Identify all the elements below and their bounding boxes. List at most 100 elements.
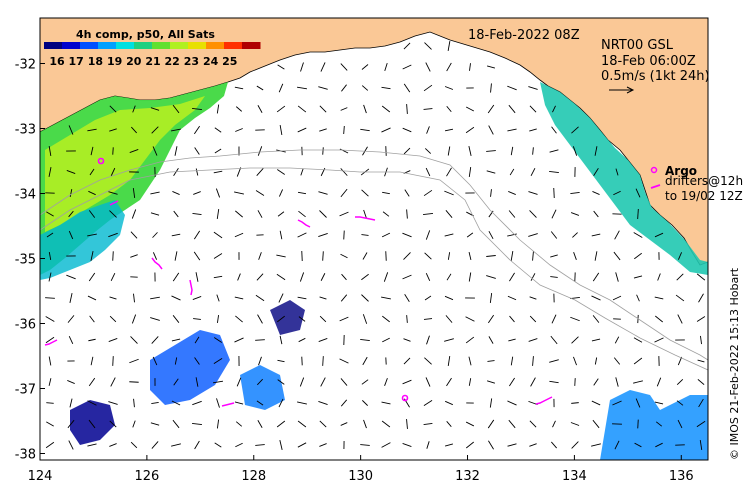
current-vector [468, 146, 472, 156]
legend-color-swatch [206, 42, 225, 49]
sst-patch-south-east [600, 390, 708, 460]
current-vector [48, 272, 52, 282]
current-vector [216, 294, 220, 302]
current-vector [382, 211, 390, 217]
current-vector [490, 189, 492, 197]
drifter-track [355, 216, 376, 221]
drifter-track [151, 257, 163, 270]
current-vector [593, 378, 599, 386]
current-vector [279, 440, 283, 450]
land-australia [40, 18, 708, 266]
current-vector [382, 315, 390, 323]
current-vector [444, 295, 454, 301]
current-vector [45, 297, 55, 299]
current-vector [465, 441, 475, 449]
current-vector [216, 314, 220, 324]
current-vector [446, 377, 452, 387]
legend-color-swatch [134, 42, 153, 49]
current-vector [112, 251, 114, 261]
current-vector [655, 442, 663, 448]
current-vector [381, 420, 391, 428]
current-vector [570, 212, 580, 216]
current-vector [634, 442, 642, 448]
legend-tick-label: 21 [145, 55, 160, 68]
current-vector [529, 420, 537, 428]
current-vector [677, 252, 683, 260]
current-vector [172, 315, 180, 323]
y-tick-label: -35 [15, 253, 36, 268]
current-vector [109, 105, 117, 113]
legend-color-swatch [170, 42, 189, 49]
current-vector [193, 230, 201, 240]
current-vector [426, 441, 430, 449]
current-vector [552, 105, 556, 113]
current-vector [361, 294, 369, 302]
current-vector [341, 273, 347, 281]
current-vector [297, 442, 307, 448]
current-vector [532, 251, 534, 261]
current-vector [550, 276, 558, 278]
current-vector [279, 230, 283, 240]
current-vector [130, 254, 138, 258]
current-vector [319, 128, 327, 132]
current-vector [171, 295, 181, 301]
current-vector [447, 146, 451, 156]
current-vector [468, 356, 472, 366]
current-vector [194, 357, 200, 365]
current-vector [150, 212, 160, 216]
drifter-legend-line2: to 19/02 12Z [665, 189, 743, 203]
current-vector [445, 400, 453, 406]
current-vector [403, 252, 411, 260]
current-vector [384, 63, 388, 71]
current-vector [406, 209, 408, 219]
current-vector [510, 356, 514, 366]
longitude-axis: 124 126 128 130 132 134 136 [28, 455, 694, 484]
current-vector [257, 420, 263, 428]
current-vector [614, 336, 620, 344]
y-tick-label: -33 [15, 123, 36, 138]
current-vector [45, 336, 55, 344]
current-vector [131, 209, 137, 219]
current-vector [403, 338, 411, 342]
current-vector [362, 356, 368, 366]
current-vector [424, 42, 432, 50]
current-vector [255, 444, 265, 446]
current-vector [212, 380, 224, 384]
current-vector [654, 296, 664, 300]
current-vector [571, 441, 579, 449]
current-vector [444, 190, 454, 196]
current-vector [570, 422, 580, 426]
current-vector [634, 252, 642, 260]
current-vector [279, 124, 283, 136]
current-vector [340, 63, 348, 71]
current-vector [507, 85, 517, 91]
current-vector [381, 442, 391, 448]
current-vector [109, 420, 117, 428]
current-vector [256, 273, 264, 281]
current-vector [174, 357, 178, 365]
current-vector [318, 338, 328, 342]
current-vector [529, 296, 537, 300]
current-vector [510, 250, 514, 262]
current-vector [361, 234, 369, 236]
current-vector [382, 337, 390, 343]
sst-coastal-east [540, 82, 708, 275]
current-vector [172, 272, 180, 282]
legend-color-swatch [242, 42, 261, 49]
scale-arrow-icon [626, 86, 635, 94]
current-vector [256, 167, 264, 177]
current-vector [573, 252, 577, 260]
current-vector [635, 188, 641, 198]
current-vector [129, 381, 139, 383]
current-vector [425, 377, 431, 387]
current-vector [444, 338, 454, 342]
current-vector [67, 419, 75, 429]
current-vector [257, 105, 263, 113]
current-vector [297, 420, 307, 428]
current-vector [509, 315, 515, 323]
current-vector [612, 295, 622, 301]
current-vector [444, 233, 454, 237]
current-vector [360, 339, 370, 341]
current-vector [109, 128, 117, 132]
current-vector [402, 64, 412, 70]
